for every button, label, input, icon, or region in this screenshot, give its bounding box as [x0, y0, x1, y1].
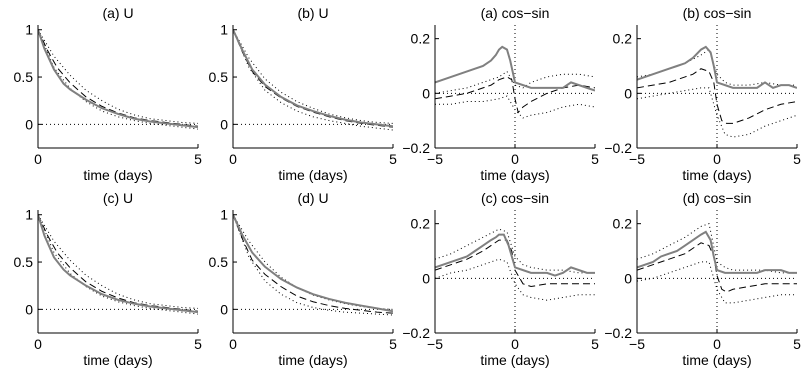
series-line-solid-gray: [38, 214, 198, 314]
series-line-solid-gray: [637, 45, 797, 89]
x-tick-label: 5: [194, 151, 202, 167]
series-line-dashed: [38, 214, 198, 312]
y-tick-label: 0: [422, 85, 430, 101]
panel-5: 0 0.5 1 0 5 (d) U time (days): [209, 190, 398, 368]
y-tick-label: 0.5: [209, 69, 229, 85]
panel-title: (c) cos−sin: [481, 190, 549, 206]
x-tick-label: −5: [629, 336, 645, 352]
series-line-dashed: [233, 29, 393, 128]
y-tick-label: 1: [220, 22, 228, 38]
panel-6: −0.2 0 0.2 −5 0 5 (c) cos−sin time (days): [402, 190, 599, 368]
y-tick-label: 1: [25, 22, 33, 38]
y-tick-label: 0: [220, 116, 228, 132]
x-axis-label: time (days): [480, 352, 549, 368]
y-tick-label: 0: [220, 301, 228, 317]
y-tick-label: 1: [220, 207, 228, 223]
panel-2: −0.2 0 0.2 −5 0 5 (a) cos−sin time (days): [402, 5, 599, 183]
panel-title: (b) cos−sin: [683, 5, 752, 21]
y-tick-label: 0.2: [411, 31, 431, 47]
series-line-solid-gray: [233, 214, 393, 313]
x-tick-label: 5: [793, 336, 801, 352]
y-tick-label: 0.5: [14, 254, 34, 270]
x-axis-label: time (days): [278, 352, 347, 368]
panel-title: (d) U: [297, 190, 328, 206]
x-axis-label: time (days): [682, 352, 751, 368]
y-tick-label: −0.2: [604, 325, 632, 341]
y-tick-label: 0: [624, 270, 632, 286]
x-tick-label: 5: [194, 336, 202, 352]
series-line-dotted-lower: [233, 214, 393, 316]
panel-0: 0 0.5 1 0 5 (a) U time (days): [14, 5, 203, 183]
x-tick-label: 0: [229, 336, 237, 352]
series-line-dashed: [435, 239, 595, 288]
y-tick-label: 0: [25, 116, 33, 132]
series-line-dotted-upper: [435, 70, 595, 94]
panel-3: −0.2 0 0.2 −5 0 5 (b) cos−sin time (days): [604, 5, 801, 183]
series-line-dashed: [637, 68, 797, 124]
y-tick-label: 0.5: [14, 69, 34, 85]
y-tick-label: −0.2: [402, 140, 430, 156]
x-tick-label: 5: [793, 151, 801, 167]
series-line-solid-gray: [38, 29, 198, 129]
x-axis-label: time (days): [278, 167, 347, 183]
x-tick-label: 5: [591, 336, 599, 352]
y-tick-label: −0.2: [402, 325, 430, 341]
y-tick-label: 0: [422, 270, 430, 286]
y-tick-label: 0: [25, 301, 33, 317]
y-tick-label: 0: [624, 85, 632, 101]
series-line-dotted-upper: [38, 29, 198, 124]
panel-title: (b) U: [297, 5, 328, 21]
x-tick-label: −5: [427, 151, 443, 167]
panel-title: (a) U: [102, 5, 133, 21]
x-axis-label: time (days): [682, 167, 751, 183]
x-tick-label: 0: [713, 336, 721, 352]
panel-title: (c) U: [103, 190, 133, 206]
x-tick-label: −5: [427, 336, 443, 352]
x-tick-label: 0: [229, 151, 237, 167]
x-tick-label: −5: [629, 151, 645, 167]
y-tick-label: 0.2: [411, 216, 431, 232]
panel-title: (a) cos−sin: [481, 5, 550, 21]
x-tick-label: 5: [591, 151, 599, 167]
series-line-dashed: [38, 29, 198, 127]
x-tick-label: 5: [389, 151, 397, 167]
series-line-dotted-upper: [38, 214, 198, 309]
y-tick-label: 1: [25, 207, 33, 223]
x-tick-label: 0: [34, 336, 42, 352]
panel-title: (d) cos−sin: [683, 190, 752, 206]
x-tick-label: 0: [34, 151, 42, 167]
x-tick-label: 0: [511, 151, 519, 167]
x-axis-label: time (days): [480, 167, 549, 183]
series-line-dotted-lower: [637, 87, 797, 138]
series-line-solid-gray: [233, 29, 393, 128]
y-tick-label: 0.2: [613, 216, 633, 232]
series-line-solid-gray: [435, 45, 595, 92]
series-line-solid-gray: [637, 230, 797, 274]
panel-7: −0.2 0 0.2 −5 0 5 (d) cos−sin time (days): [604, 190, 801, 368]
series-line-dashed: [435, 76, 595, 114]
y-tick-label: 0.5: [209, 254, 229, 270]
series-line-dotted-lower: [233, 29, 393, 131]
x-axis-label: time (days): [83, 167, 152, 183]
series-line-dotted-lower: [435, 95, 595, 119]
series-line-dotted-upper: [637, 223, 797, 274]
panel-4: 0 0.5 1 0 5 (c) U time (days): [14, 190, 203, 368]
x-axis-label: time (days): [83, 352, 152, 368]
panel-1: 0 0.5 1 0 5 (b) U time (days): [209, 5, 398, 183]
series-line-dashed: [233, 214, 393, 314]
x-tick-label: 0: [713, 151, 721, 167]
series-line-solid-gray: [435, 233, 595, 277]
x-tick-label: 0: [511, 336, 519, 352]
y-tick-label: 0.2: [613, 31, 633, 47]
x-tick-label: 5: [389, 336, 397, 352]
y-tick-label: −0.2: [604, 140, 632, 156]
